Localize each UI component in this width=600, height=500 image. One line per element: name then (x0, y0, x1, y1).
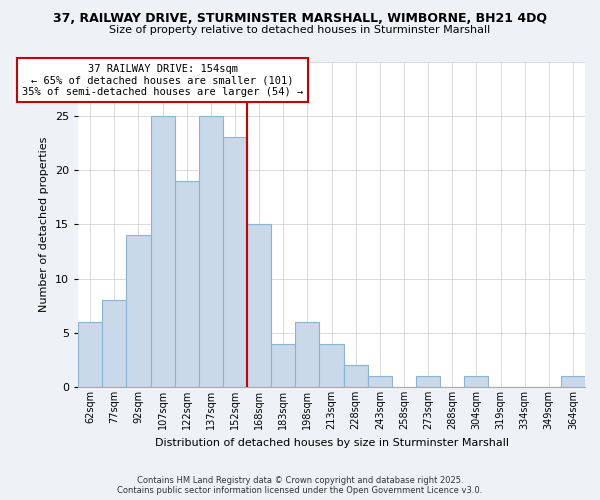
X-axis label: Distribution of detached houses by size in Sturminster Marshall: Distribution of detached houses by size … (155, 438, 509, 448)
Bar (78, 322, 102, 387)
Y-axis label: Number of detached properties: Number of detached properties (40, 136, 49, 312)
Bar (102, 300, 127, 387)
Text: 37, RAILWAY DRIVE, STURMINSTER MARSHALL, WIMBORNE, BH21 4DQ: 37, RAILWAY DRIVE, STURMINSTER MARSHALL,… (53, 12, 547, 26)
Bar (127, 235, 151, 387)
Bar (223, 138, 247, 387)
Bar (271, 344, 295, 387)
Bar (416, 376, 440, 387)
Bar (368, 376, 392, 387)
Text: 37 RAILWAY DRIVE: 154sqm
← 65% of detached houses are smaller (101)
35% of semi-: 37 RAILWAY DRIVE: 154sqm ← 65% of detach… (22, 64, 303, 97)
Bar (151, 116, 175, 387)
Bar (319, 344, 344, 387)
Bar (175, 181, 199, 387)
Bar (344, 366, 368, 387)
Bar (561, 376, 585, 387)
Text: Contains HM Land Registry data © Crown copyright and database right 2025.
Contai: Contains HM Land Registry data © Crown c… (118, 476, 482, 495)
Bar (464, 376, 488, 387)
Bar (295, 322, 319, 387)
Bar (247, 224, 271, 387)
Text: Size of property relative to detached houses in Sturminster Marshall: Size of property relative to detached ho… (109, 25, 491, 35)
Bar (199, 116, 223, 387)
